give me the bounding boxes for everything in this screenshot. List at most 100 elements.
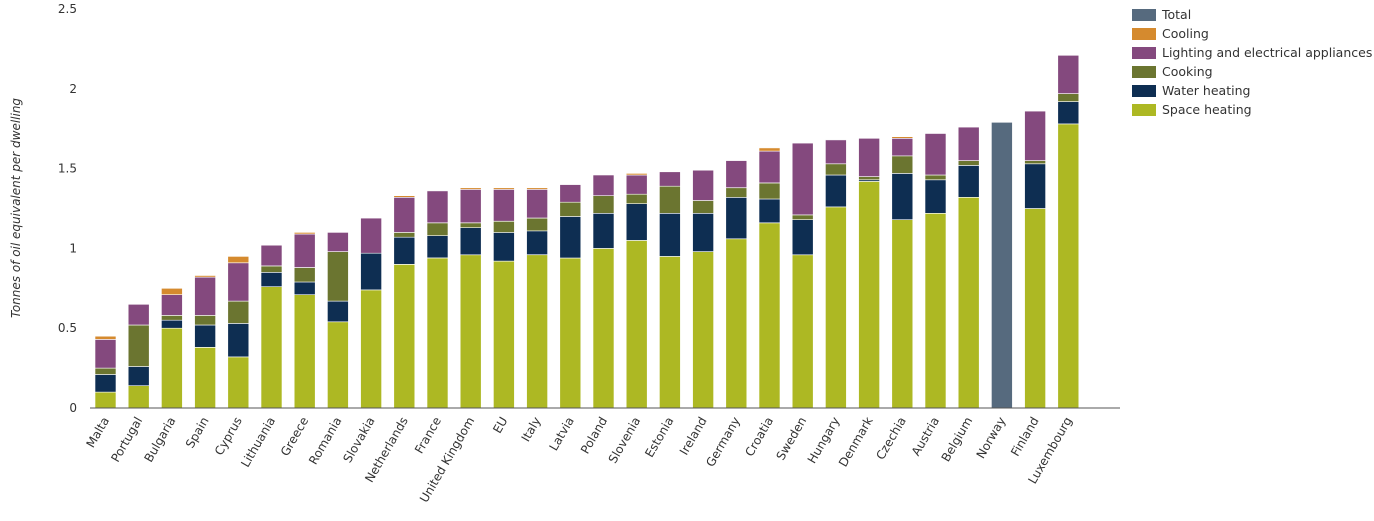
bar-segment-space-heating-slovenia[interactable] — [625, 240, 648, 409]
bar-segment-cooling-eu[interactable] — [493, 187, 515, 190]
legend-item-cooking[interactable]: Cooking — [1132, 62, 1372, 81]
bar-segment-cooking-romania[interactable] — [327, 251, 349, 302]
bar-segment-lighting-and-electrical-appliances-latvia[interactable] — [559, 184, 582, 203]
bar-segment-water-heating-romania[interactable] — [327, 300, 349, 323]
bar-segment-lighting-and-electrical-appliances-slovakia[interactable] — [360, 217, 382, 254]
bar-segment-lighting-and-electrical-appliances-czechia[interactable] — [891, 138, 914, 157]
bar-segment-water-heating-italy[interactable] — [526, 230, 548, 256]
bar-segment-space-heating-greece[interactable] — [293, 294, 316, 409]
bar-segment-lighting-and-electrical-appliances-luxembourg[interactable] — [1057, 54, 1080, 94]
bar-segment-lighting-and-electrical-appliances-france[interactable] — [426, 190, 449, 224]
bar-segment-cooking-estonia[interactable] — [659, 185, 681, 214]
bar-segment-lighting-and-electrical-appliances-romania[interactable] — [327, 232, 349, 252]
bar-segment-lighting-and-electrical-appliances-ireland[interactable] — [692, 169, 714, 201]
bar-segment-water-heating-france[interactable] — [426, 235, 449, 259]
bar-segment-cooking-lithuania[interactable] — [260, 265, 283, 273]
bar-segment-space-heating-croatia[interactable] — [758, 222, 781, 409]
bar-segment-lighting-and-electrical-appliances-estonia[interactable] — [659, 171, 681, 187]
bar-segment-lighting-and-electrical-appliances-austria[interactable] — [924, 133, 947, 176]
bar-segment-space-heating-portugal[interactable] — [127, 385, 150, 409]
bar-segment-cooking-croatia[interactable] — [758, 182, 781, 200]
bar-segment-cooking-portugal[interactable] — [127, 324, 150, 367]
bar-segment-space-heating-latvia[interactable] — [559, 257, 582, 409]
bar-segment-cooking-ireland[interactable] — [692, 200, 714, 214]
bar-segment-space-heating-ireland[interactable] — [692, 251, 714, 409]
bar-segment-water-heating-finland[interactable] — [1024, 163, 1046, 209]
bar-segment-cooking-netherlands[interactable] — [393, 232, 416, 238]
bar-segment-cooking-czechia[interactable] — [891, 155, 914, 174]
bar-segment-cooking-italy[interactable] — [526, 217, 548, 232]
legend-item-total[interactable]: Total — [1132, 5, 1372, 24]
bar-segment-lighting-and-electrical-appliances-belgium[interactable] — [957, 126, 980, 161]
bar-segment-cooking-latvia[interactable] — [559, 201, 582, 217]
bar-segment-space-heating-luxembourg[interactable] — [1057, 123, 1080, 409]
bar-segment-cooking-hungary[interactable] — [825, 163, 847, 176]
bar-segment-lighting-and-electrical-appliances-poland[interactable] — [592, 174, 615, 197]
bar-segment-cooking-bulgaria[interactable] — [161, 315, 183, 321]
bar-segment-lighting-and-electrical-appliances-netherlands[interactable] — [393, 197, 416, 233]
bar-segment-cooling-spain[interactable] — [194, 275, 216, 278]
bar-segment-cooling-slovenia[interactable] — [625, 173, 648, 176]
bar-segment-space-heating-spain[interactable] — [194, 347, 216, 409]
bar-segment-cooking-spain[interactable] — [194, 315, 216, 326]
bar-segment-cooking-poland[interactable] — [592, 195, 615, 214]
bar-segment-space-heating-slovakia[interactable] — [360, 289, 382, 409]
bar-segment-space-heating-romania[interactable] — [327, 321, 349, 409]
bar-segment-cooling-netherlands[interactable] — [393, 195, 416, 198]
bar-segment-water-heating-slovenia[interactable] — [625, 203, 648, 241]
bar-segment-cooling-united-kingdom[interactable] — [459, 187, 482, 190]
bar-segment-space-heating-poland[interactable] — [592, 248, 615, 409]
bar-segment-cooking-belgium[interactable] — [957, 160, 980, 166]
legend-item-lighting-and-electrical-appliances[interactable]: Lighting and electrical appliances — [1132, 43, 1372, 62]
bar-segment-cooking-cyprus[interactable] — [227, 300, 250, 324]
bar-segment-water-heating-united-kingdom[interactable] — [459, 227, 482, 256]
bar-segment-space-heating-hungary[interactable] — [825, 206, 847, 409]
bar-segment-water-heating-eu[interactable] — [493, 232, 515, 262]
bar-segment-water-heating-malta[interactable] — [94, 374, 117, 393]
bar-segment-cooking-malta[interactable] — [94, 367, 117, 375]
bar-segment-lighting-and-electrical-appliances-greece[interactable] — [293, 233, 316, 268]
bar-segment-space-heating-estonia[interactable] — [659, 256, 681, 409]
bar-segment-lighting-and-electrical-appliances-united-kingdom[interactable] — [459, 189, 482, 224]
bar-segment-space-heating-netherlands[interactable] — [393, 264, 416, 409]
bar-segment-lighting-and-electrical-appliances-lithuania[interactable] — [260, 244, 283, 267]
bar-segment-space-heating-czechia[interactable] — [891, 219, 914, 409]
bar-segment-water-heating-lithuania[interactable] — [260, 271, 283, 287]
bar-segment-cooking-slovenia[interactable] — [625, 193, 648, 205]
bar-segment-water-heating-luxembourg[interactable] — [1057, 101, 1080, 125]
bar-segment-total-norway[interactable] — [991, 122, 1013, 409]
bar-segment-water-heating-estonia[interactable] — [659, 213, 681, 257]
bar-segment-space-heating-denmark[interactable] — [858, 181, 880, 409]
bar-segment-water-heating-cyprus[interactable] — [227, 323, 250, 358]
bar-segment-water-heating-croatia[interactable] — [758, 198, 781, 224]
bar-segment-water-heating-portugal[interactable] — [127, 366, 150, 387]
bar-segment-space-heating-lithuania[interactable] — [260, 286, 283, 409]
bar-segment-cooling-croatia[interactable] — [758, 147, 781, 152]
bar-segment-cooling-cyprus[interactable] — [227, 256, 250, 264]
bar-segment-cooking-germany[interactable] — [725, 187, 748, 198]
bar-segment-space-heating-germany[interactable] — [725, 238, 748, 409]
bar-segment-cooking-austria[interactable] — [924, 174, 947, 181]
bar-segment-water-heating-netherlands[interactable] — [393, 236, 416, 265]
bar-segment-space-heating-united-kingdom[interactable] — [459, 254, 482, 409]
bar-segment-water-heating-germany[interactable] — [725, 197, 748, 240]
legend-item-space-heating[interactable]: Space heating — [1132, 100, 1372, 119]
bar-segment-lighting-and-electrical-appliances-denmark[interactable] — [858, 138, 880, 177]
bar-segment-space-heating-austria[interactable] — [924, 213, 947, 409]
bar-segment-space-heating-bulgaria[interactable] — [161, 327, 183, 409]
bar-segment-water-heating-latvia[interactable] — [559, 216, 582, 259]
bar-segment-cooling-bulgaria[interactable] — [161, 287, 183, 295]
bar-segment-cooking-luxembourg[interactable] — [1057, 93, 1080, 102]
legend-item-water-heating[interactable]: Water heating — [1132, 81, 1372, 100]
bar-segment-cooking-greece[interactable] — [293, 267, 316, 283]
bar-segment-cooling-czechia[interactable] — [891, 136, 914, 139]
bar-segment-cooling-italy[interactable] — [526, 187, 548, 190]
bar-segment-cooking-sweden[interactable] — [791, 214, 814, 220]
bar-segment-water-heating-czechia[interactable] — [891, 173, 914, 220]
bar-segment-water-heating-austria[interactable] — [924, 179, 947, 214]
bar-segment-lighting-and-electrical-appliances-croatia[interactable] — [758, 150, 781, 184]
bar-segment-lighting-and-electrical-appliances-hungary[interactable] — [825, 139, 847, 165]
bar-segment-space-heating-cyprus[interactable] — [227, 356, 250, 409]
bar-segment-space-heating-malta[interactable] — [94, 391, 117, 409]
bar-segment-space-heating-belgium[interactable] — [957, 197, 980, 409]
